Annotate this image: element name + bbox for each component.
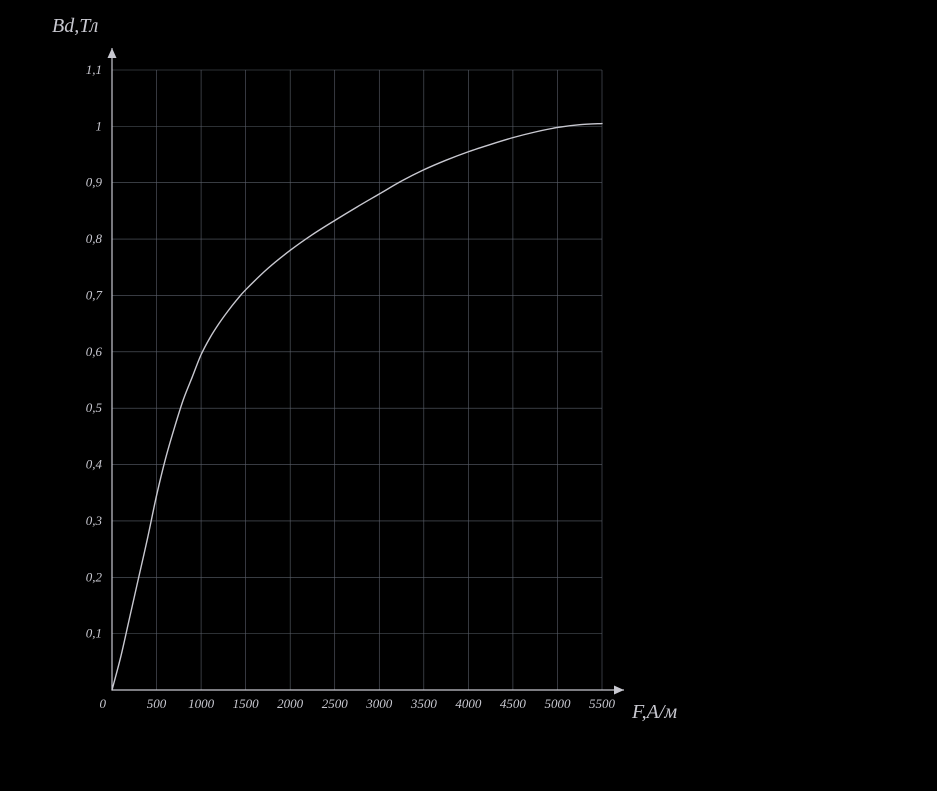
x-tick-label: 4000 bbox=[455, 696, 482, 711]
x-tick-label: 3000 bbox=[365, 696, 393, 711]
y-tick-label: 0,4 bbox=[86, 457, 103, 472]
y-tick-label: 0,1 bbox=[86, 626, 102, 641]
x-tick-label: 5500 bbox=[589, 696, 616, 711]
y-tick-label: 0,6 bbox=[86, 344, 103, 359]
magnetization-chart: 0 500 1000 1500 2000 2500 3000 3500 4000 4500 5000… bbox=[0, 0, 937, 791]
x-tick-label: 4500 bbox=[500, 696, 527, 711]
y-tick-label: 0,8 bbox=[86, 231, 103, 246]
y-tick-label: 0,9 bbox=[86, 175, 103, 190]
y-axis-label: Вd,Тл bbox=[52, 15, 99, 37]
x-tick-label: 1500 bbox=[233, 696, 260, 711]
x-tick-label: 500 bbox=[147, 696, 167, 711]
chart-container: 0 500 1000 1500 2000 2500 3000 3500 4000 4500 5000… bbox=[0, 0, 937, 791]
y-tick-label: 0,7 bbox=[86, 287, 103, 302]
x-tick-label: 5000 bbox=[544, 696, 571, 711]
y-tick-label: 0,2 bbox=[86, 569, 103, 584]
y-tick-label: 1 bbox=[96, 118, 103, 133]
x-tick-label: 0 bbox=[100, 696, 107, 711]
y-tick-label: 0,3 bbox=[86, 513, 103, 528]
x-axis-label: F,А/м bbox=[631, 701, 677, 723]
x-tick-label: 1000 bbox=[188, 696, 215, 711]
x-tick-label: 3500 bbox=[410, 696, 438, 711]
x-tick-label: 2000 bbox=[277, 696, 304, 711]
y-tick-label: 0,5 bbox=[86, 400, 103, 415]
x-tick-label: 2500 bbox=[322, 696, 349, 711]
y-tick-label: 1,1 bbox=[86, 62, 102, 77]
